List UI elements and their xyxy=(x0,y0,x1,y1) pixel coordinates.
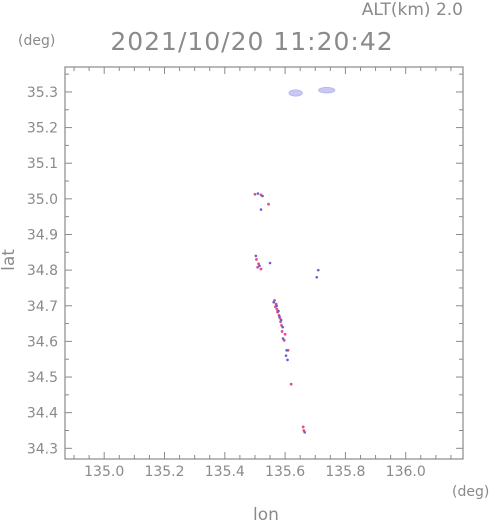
data-point-blue xyxy=(275,304,278,308)
data-point-blue xyxy=(254,254,258,258)
x-unit-label: (deg) xyxy=(452,484,489,500)
data-point-red xyxy=(255,258,258,261)
x-tick-label: 135.6 xyxy=(265,464,305,480)
data-point-blue xyxy=(256,192,260,195)
x-tick-label: 136.0 xyxy=(386,464,426,480)
y-axis-label: lat xyxy=(0,249,19,271)
y-tick-label: 34.3 xyxy=(27,441,58,457)
data-point-blue xyxy=(277,309,280,313)
data-point-blue xyxy=(278,315,281,318)
data-point-red xyxy=(283,332,287,336)
data-point-blue xyxy=(281,337,285,340)
x-tick-label: 135.2 xyxy=(144,464,184,480)
y-tick-label: 34.8 xyxy=(27,263,58,279)
cluster-blob xyxy=(318,87,336,94)
y-unit-label: (deg) xyxy=(18,33,55,49)
y-tick-label: 34.7 xyxy=(27,299,58,315)
data-point-blue xyxy=(285,349,288,352)
data-point-red xyxy=(275,307,279,311)
data-point-blue xyxy=(281,325,284,329)
plot-frame xyxy=(64,66,464,460)
data-point-blue xyxy=(303,430,307,434)
data-point-blue xyxy=(272,300,275,304)
data-point-blue xyxy=(258,264,261,268)
data-point-red xyxy=(267,202,270,206)
y-tick-label: 35.3 xyxy=(27,85,58,101)
x-tick-label: 135.0 xyxy=(84,464,124,480)
data-point-red xyxy=(280,330,284,333)
y-tick-label: 34.4 xyxy=(27,406,58,422)
x-axis-label: lon xyxy=(253,505,279,521)
data-point-blue xyxy=(268,261,272,265)
data-point-blue xyxy=(315,275,319,279)
data-point-red xyxy=(289,382,293,386)
y-tick-label: 35.0 xyxy=(27,192,58,208)
alt-label: ALT(km) 2.0 xyxy=(362,0,463,20)
data-point-blue xyxy=(316,268,320,272)
axis-ticks: 135.0 135.2 135.4 135.6 135.8 136.0 34.3 34.4 34… xyxy=(27,67,463,480)
data-point-blue xyxy=(286,358,289,362)
cluster-blob xyxy=(288,89,303,97)
data-point-red xyxy=(256,265,260,269)
y-tick-label: 34.6 xyxy=(27,334,58,350)
x-tick-label: 135.8 xyxy=(325,464,365,480)
data-point-blue xyxy=(284,354,288,357)
data-point-red xyxy=(259,267,263,271)
data-point-red xyxy=(257,262,260,266)
x-tick-label: 135.4 xyxy=(205,464,245,480)
cluster-layer xyxy=(288,87,336,97)
y-tick-label: 34.5 xyxy=(27,370,58,386)
data-point-red xyxy=(253,192,257,196)
y-tick-label: 35.2 xyxy=(27,121,58,137)
points-layer xyxy=(253,192,320,434)
data-point-red xyxy=(301,425,305,429)
data-point-blue xyxy=(279,318,283,322)
y-tick-label: 34.9 xyxy=(27,227,58,243)
y-tick-label: 35.1 xyxy=(27,156,58,172)
data-point-blue xyxy=(259,208,263,211)
data-point-blue xyxy=(261,194,264,198)
chart-title: 2021/10/20 11:20:42 xyxy=(110,27,393,56)
